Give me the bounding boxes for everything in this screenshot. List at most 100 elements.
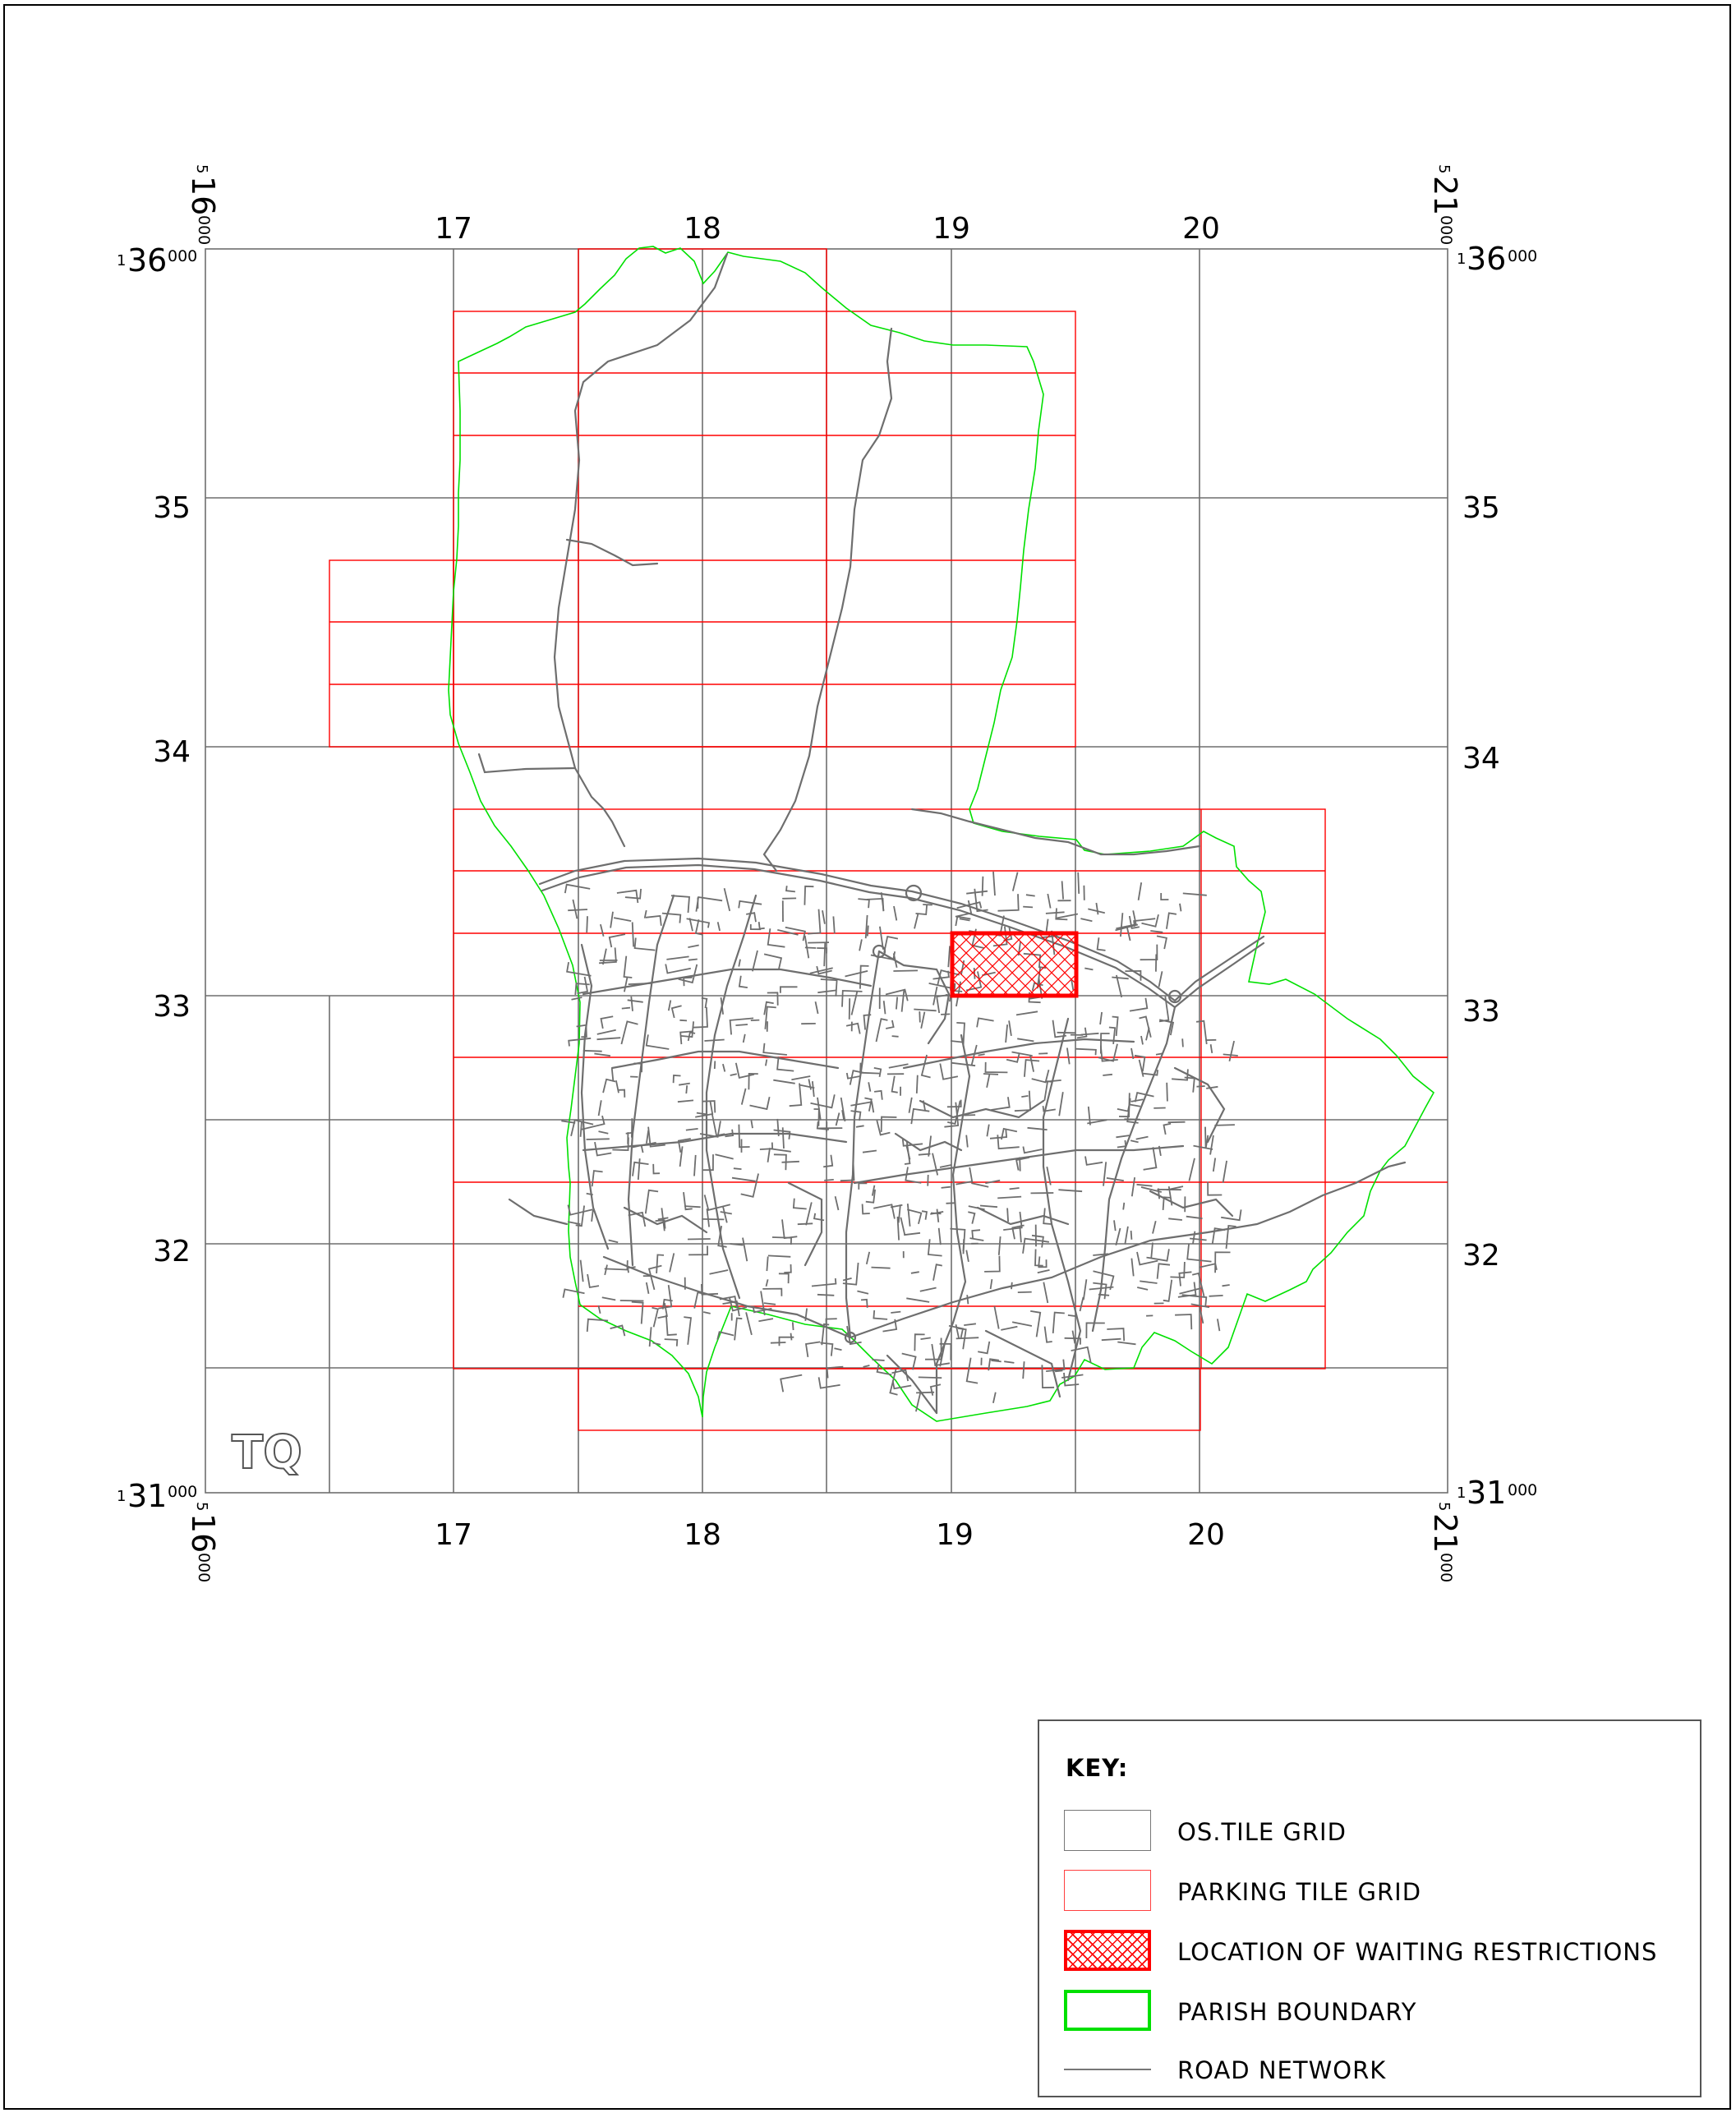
svg-text:000: 000 [195, 215, 213, 245]
corner-northing-tr: 1 36 000 [1457, 241, 1537, 277]
road-spur [859, 939, 862, 951]
road-spur [750, 1097, 770, 1109]
key-label-parking-grid: PARKING TILE GRID [1177, 1878, 1421, 1906]
road-spur [666, 1315, 677, 1335]
parking-grid-swatch [1064, 1870, 1151, 1911]
road-spur [821, 979, 837, 997]
road-spur [793, 1322, 794, 1330]
road-spur [955, 917, 970, 926]
road-spur [736, 1063, 754, 1078]
easting-labels-bottom: 17 18 19 20 [435, 1518, 1225, 1552]
road-spur [867, 1252, 869, 1264]
road-spur [986, 1062, 1008, 1073]
svg-text:21: 21 [1427, 1513, 1463, 1553]
road-spur [817, 1295, 834, 1296]
road-spur [599, 1100, 601, 1116]
road-spur [1081, 1033, 1099, 1035]
road-spur [791, 1076, 810, 1080]
road-spur [771, 1342, 786, 1343]
road-spur [1144, 1147, 1157, 1170]
road-spur [601, 1016, 614, 1029]
road-spur [1180, 1288, 1203, 1294]
road-spur [864, 1098, 871, 1112]
road-spur [939, 1228, 941, 1245]
road-spur [563, 1289, 584, 1297]
road-spur [568, 1205, 592, 1215]
road-spur [979, 1054, 985, 1055]
northing-32-left: 32 [153, 1235, 191, 1268]
road-spur [977, 1018, 994, 1027]
road-spur [716, 1154, 734, 1158]
road-spur [1016, 1158, 1029, 1171]
road-spur [868, 1082, 870, 1091]
road-spur [969, 1206, 985, 1209]
road-spur [743, 1238, 747, 1262]
road-spur [614, 918, 631, 921]
svg-text:1: 1 [117, 1488, 126, 1505]
easting-19-bottom: 19 [936, 1518, 974, 1552]
road-spur [804, 886, 813, 905]
key-label-parish-boundary: PARISH BOUNDARY [1177, 1998, 1416, 2026]
road-spur [1059, 1092, 1063, 1116]
os-grid-swatch [1064, 1810, 1151, 1851]
road-spur [823, 1155, 832, 1167]
road-spur [665, 964, 691, 974]
road-spur [781, 1375, 802, 1393]
road-spur [919, 1377, 942, 1378]
road-spur [999, 1236, 1001, 1255]
road-spur [602, 1297, 615, 1300]
road-spur [1076, 1049, 1096, 1056]
road-spur [1158, 1264, 1170, 1278]
road-network-swatch [1064, 2069, 1151, 2070]
road-spur [767, 1279, 768, 1287]
easting-17-top: 17 [435, 212, 472, 246]
road-spur [922, 1211, 927, 1220]
road-spur [852, 992, 858, 1015]
road-spur [696, 897, 722, 912]
restriction-swatch [1064, 1930, 1151, 1971]
road-spur [1150, 931, 1163, 932]
road-spur [994, 1306, 998, 1329]
road-network [479, 254, 1405, 1413]
svg-text:16: 16 [185, 176, 221, 215]
road-spur [843, 1278, 852, 1281]
road-spur [908, 1204, 910, 1227]
road-spur [1179, 1272, 1191, 1286]
road-spur [1100, 1012, 1102, 1024]
road-spur [1088, 909, 1105, 913]
grid-square-letters: TQ [232, 1426, 302, 1480]
road-spur [1116, 1228, 1120, 1245]
road-spur [612, 1069, 614, 1082]
road-spur [786, 886, 795, 891]
road-spur [697, 1113, 707, 1115]
road-spur [1012, 1052, 1033, 1056]
road-spur [624, 956, 633, 978]
road-spur [858, 899, 869, 908]
road-spur [842, 991, 863, 1007]
road-spur [1163, 1280, 1172, 1301]
road-spur [693, 1007, 707, 1028]
road-spur [678, 1100, 693, 1102]
road-spur [632, 1118, 633, 1137]
road-spur [702, 1219, 724, 1220]
road-spur [1200, 1264, 1217, 1270]
road-spur [777, 930, 798, 935]
road-spur [744, 1034, 745, 1043]
road-spur [914, 1334, 924, 1351]
road-spur [983, 1074, 998, 1075]
road-spur [597, 1030, 616, 1034]
road-spur [653, 1164, 660, 1174]
road-spur [1098, 937, 1106, 951]
road-spur [1214, 1125, 1235, 1126]
road-spur [914, 914, 919, 929]
road-spur [812, 1278, 836, 1287]
road-spur [987, 1074, 990, 1088]
corner-northing-tl: 1 36 000 [117, 242, 197, 279]
road-spur [1130, 1140, 1139, 1142]
road-spur [941, 1014, 950, 1015]
road-spur [997, 1197, 1021, 1199]
road-spur [610, 1326, 625, 1337]
road-spur [1183, 893, 1207, 895]
road-spur [688, 1239, 711, 1240]
road-spur [1016, 1011, 1038, 1015]
